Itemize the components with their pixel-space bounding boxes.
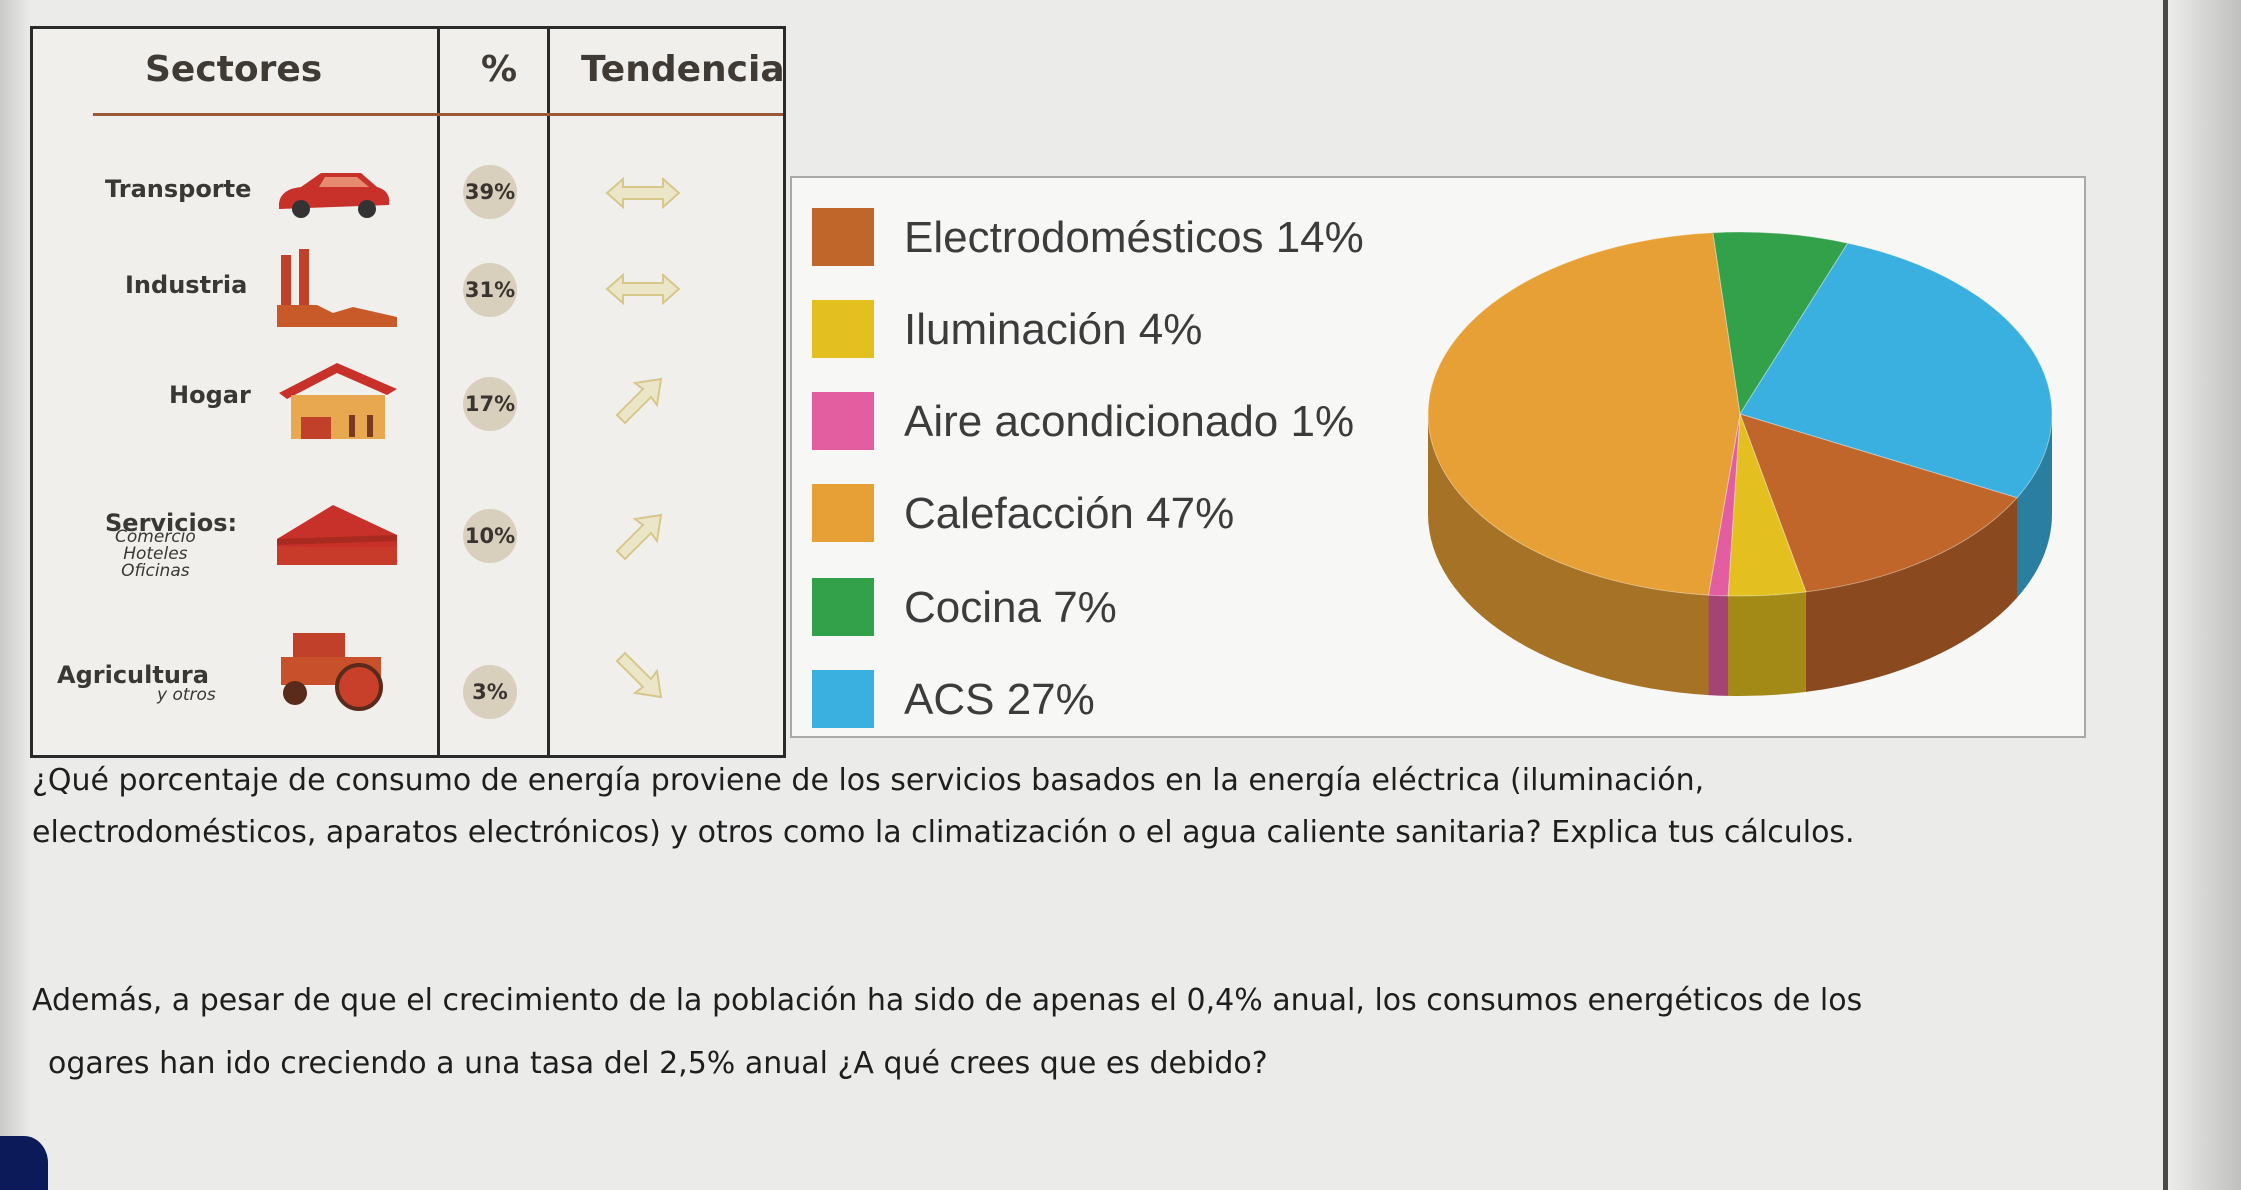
legend-swatch bbox=[812, 392, 874, 450]
table-divider bbox=[437, 29, 440, 755]
pie-slice-side-calefacción bbox=[1428, 414, 1709, 696]
up-arrow-icon bbox=[615, 377, 663, 425]
legend-label: ACS 27% bbox=[904, 675, 1095, 724]
legend-swatch bbox=[812, 484, 874, 542]
screen-edge-shadow bbox=[2171, 0, 2241, 1190]
up-arrow-icon bbox=[615, 513, 663, 561]
legend-label: Electrodomésticos 14% bbox=[904, 213, 1364, 262]
row-percentage: 31% bbox=[463, 263, 517, 317]
row-sector-name: Servicios: bbox=[105, 509, 238, 537]
table-row: Industria 31% bbox=[33, 239, 783, 339]
pie-slice-calefacción bbox=[1427, 232, 1741, 596]
legend-swatch bbox=[812, 670, 874, 728]
car-icon bbox=[279, 173, 390, 218]
sideways-arrow-icon bbox=[605, 176, 681, 210]
row-percentage: 17% bbox=[463, 377, 517, 431]
down-arrow-icon bbox=[615, 651, 663, 699]
row-sector-sub: Comercio Hoteles Oficinas bbox=[115, 527, 196, 581]
sideways-arrow-icon bbox=[605, 272, 681, 306]
energy-pie-chart: Electrodomésticos 14% Iluminación 4% Air… bbox=[790, 176, 2086, 738]
house-icon bbox=[279, 363, 397, 439]
pie-slice-acs bbox=[1739, 242, 2053, 499]
question-2-line-2: ogares han ido creciendo a una tasa del … bbox=[48, 1046, 1268, 1081]
pie-slice-side-electrodomésticos bbox=[1805, 497, 2017, 692]
pie-slice-side-acs bbox=[2016, 414, 2052, 598]
pie-slice-iluminación bbox=[1727, 413, 1807, 597]
cursor-blob bbox=[0, 1136, 48, 1190]
legend-label: Calefacción 47% bbox=[904, 489, 1235, 538]
header-underline bbox=[93, 113, 783, 116]
page-edge-shadow bbox=[0, 0, 30, 1190]
pie-chart-svg bbox=[1427, 231, 2053, 696]
legend-label: Aire acondicionado 1% bbox=[904, 397, 1355, 446]
header-percent: % bbox=[481, 49, 518, 90]
pie-slice-side-aire-acondicionado bbox=[1708, 595, 1729, 696]
pie-slice-cocina bbox=[1712, 231, 1849, 416]
row-percentage: 39% bbox=[463, 165, 517, 219]
row-percentage: 10% bbox=[463, 509, 517, 563]
pie-slice-aire-acondicionado bbox=[1707, 413, 1741, 597]
table-row: Transporte 39% bbox=[33, 145, 783, 245]
legend-swatch bbox=[812, 300, 874, 358]
legend-label: Cocina 7% bbox=[904, 583, 1117, 632]
pie-slice-electrodomésticos bbox=[1739, 413, 2018, 593]
table-divider bbox=[547, 29, 550, 755]
row-sector-name: Hogar bbox=[169, 381, 251, 409]
factory-icon bbox=[277, 249, 397, 327]
header-sectores: Sectores bbox=[145, 49, 323, 90]
table-row: Agricultura y otros 3% bbox=[33, 627, 783, 727]
sector-table: Sectores % Tendencia Transporte 39% Indu… bbox=[30, 26, 786, 758]
header-tendencia: Tendencia bbox=[581, 49, 785, 90]
building-icon bbox=[277, 505, 397, 565]
row-sector-sub: y otros bbox=[157, 685, 216, 705]
table-row: Hogar 17% bbox=[33, 359, 783, 459]
tractor-icon bbox=[281, 633, 383, 711]
row-sector-name: Transporte bbox=[105, 175, 252, 203]
row-sector-name: Agricultura bbox=[57, 661, 209, 689]
question-2-line-1: Además, a pesar de que el crecimiento de… bbox=[32, 983, 1863, 1018]
page-border-line bbox=[2163, 0, 2168, 1190]
question-1-line-1: ¿Qué porcentaje de consumo de energía pr… bbox=[32, 763, 1705, 798]
question-1-line-2: electrodomésticos, aparatos electrónicos… bbox=[32, 815, 1855, 850]
pie-slice-side-iluminación bbox=[1728, 591, 1806, 696]
legend-swatch bbox=[812, 578, 874, 636]
legend-label: Iluminación 4% bbox=[904, 305, 1203, 354]
row-sector-name: Industria bbox=[125, 271, 248, 299]
legend-swatch bbox=[812, 208, 874, 266]
row-percentage: 3% bbox=[463, 665, 517, 719]
table-row: Servicios: Comercio Hoteles Oficinas 10% bbox=[33, 499, 783, 599]
